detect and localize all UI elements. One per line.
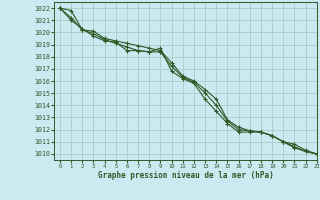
X-axis label: Graphe pression niveau de la mer (hPa): Graphe pression niveau de la mer (hPa) — [98, 171, 274, 180]
